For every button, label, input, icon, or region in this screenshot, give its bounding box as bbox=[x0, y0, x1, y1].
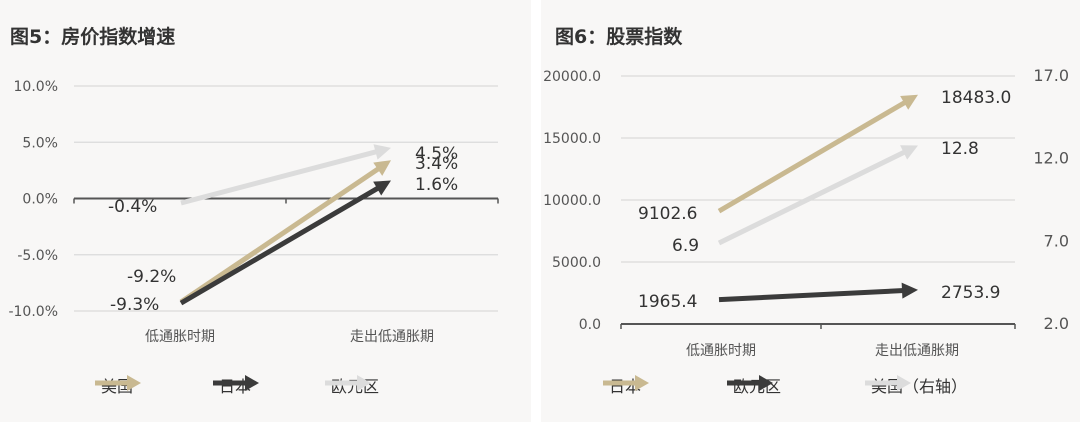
y-tick-label: 10000.0 bbox=[543, 193, 601, 209]
x-category-label: 低通胀时期 bbox=[686, 343, 756, 359]
y-tick-label: 5000.0 bbox=[552, 255, 601, 271]
legend-item-japan: 日本 bbox=[603, 373, 649, 397]
y2-tick-label: 7.0 bbox=[1044, 231, 1069, 250]
series-line bbox=[717, 99, 908, 214]
data-label: 1965.4 bbox=[638, 292, 697, 312]
series-japan bbox=[717, 94, 918, 214]
y-tick-label: 0.0% bbox=[22, 192, 58, 208]
series-line bbox=[717, 149, 907, 246]
arrow-head bbox=[901, 282, 918, 299]
data-label: 1.6% bbox=[415, 175, 458, 195]
series-eurozone bbox=[718, 282, 918, 303]
y2-tick-label: 2.0 bbox=[1044, 314, 1069, 333]
series-eurozone bbox=[180, 144, 391, 206]
y-tick-label: -5.0% bbox=[17, 248, 58, 264]
x-category-label: 走出低通胀期 bbox=[350, 329, 434, 345]
arrow-head bbox=[373, 160, 391, 176]
series-line bbox=[718, 288, 905, 303]
chart-title: 图5：房价指数增速 bbox=[10, 26, 176, 48]
stock-index-chart: 20000.0 15000.0 10000.0 5000.0 0.0 17.0 12.0 7.… bbox=[543, 66, 1069, 359]
y2-tick-label: 17.0 bbox=[1033, 66, 1069, 85]
series-line bbox=[179, 166, 381, 305]
chart-title: 图6：股票指数 bbox=[555, 26, 683, 48]
data-label: -9.3% bbox=[110, 295, 159, 315]
house-price-chart: 10.0% 5.0% 0.0% -5.0% -10.0% 低通胀时期 走出低通胀期 -9.2%… bbox=[8, 79, 499, 345]
arrow-head bbox=[900, 94, 918, 110]
y-tick-label: 15000.0 bbox=[543, 131, 601, 147]
y-tick-label: 5.0% bbox=[22, 135, 58, 151]
series-us bbox=[179, 160, 391, 305]
house-price-panel: 图5：房价指数增速 10.0% 5.0% 0.0% -5.0% -10.0% 低通胀时期 走… bbox=[0, 0, 531, 422]
y-tick-label: -10.0% bbox=[8, 304, 58, 320]
legend-item-japan: 日本 bbox=[213, 373, 259, 397]
legend-item-eurozone: 欧元区 bbox=[727, 373, 781, 397]
y-tick-label: 20000.0 bbox=[543, 69, 601, 85]
arrow-head bbox=[373, 144, 391, 160]
series-line bbox=[179, 185, 381, 306]
legend-item-eurozone: 欧元区 bbox=[325, 373, 379, 397]
x-category-label: 低通胀时期 bbox=[145, 329, 215, 345]
y-tick-label: 10.0% bbox=[14, 79, 58, 95]
data-label: -0.4% bbox=[108, 197, 157, 217]
data-label: 4.5% bbox=[415, 144, 458, 164]
data-label: 18483.0 bbox=[941, 88, 1011, 108]
arrow-head bbox=[900, 145, 918, 160]
legend-item-us-right-axis: 美国（右轴） bbox=[865, 373, 967, 397]
legend-item-us: 美国 bbox=[95, 373, 141, 397]
stock-index-panel: 图6：股票指数 20000.0 15000.0 10000.0 5000.0 0.0 17… bbox=[541, 0, 1080, 422]
data-label: 6.9 bbox=[672, 236, 699, 256]
x-category-label: 走出低通胀期 bbox=[875, 343, 959, 359]
y2-tick-label: 12.0 bbox=[1033, 149, 1069, 168]
data-label: 9102.6 bbox=[638, 204, 697, 224]
data-label: 12.8 bbox=[941, 139, 979, 159]
data-label: -9.2% bbox=[127, 267, 176, 287]
series-japan bbox=[179, 180, 391, 306]
data-label: 2753.9 bbox=[941, 283, 1000, 303]
y-tick-label: 0.0 bbox=[579, 317, 601, 333]
data-label: 3.4% bbox=[415, 154, 458, 174]
series-us-right-axis bbox=[717, 145, 918, 246]
series-line bbox=[180, 149, 379, 206]
arrow-head bbox=[373, 180, 391, 196]
